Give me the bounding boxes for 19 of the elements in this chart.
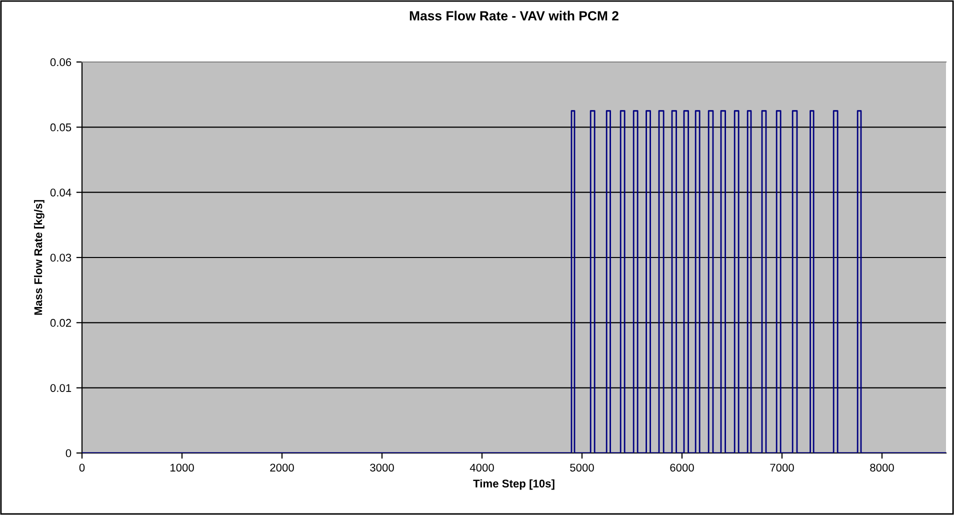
x-tick-label: 3000 <box>370 464 394 472</box>
x-tick-label: 4000 <box>470 464 494 472</box>
y-tick-label: 0.01 <box>50 384 72 392</box>
y-tick-label: 0.03 <box>50 254 72 262</box>
y-tick-label: 0.02 <box>50 318 72 327</box>
y-tick-label: 0.05 <box>50 123 72 132</box>
y-tick-label: 0.06 <box>50 58 72 66</box>
x-tick-label: 2000 <box>270 464 294 472</box>
x-tick-label: 5000 <box>570 464 594 472</box>
y-tick-label: 0 <box>66 449 72 458</box>
x-tick-label: 0 <box>79 464 85 472</box>
x-tick-label: 1000 <box>170 464 194 472</box>
x-axis-title: Time Step [10s] <box>473 479 554 490</box>
y-axis-title: Mass Flow Rate [kg/s] <box>34 200 44 315</box>
x-tick-label: 6000 <box>670 464 694 472</box>
x-tick-label: 7000 <box>770 464 794 472</box>
y-tick-label: 0.04 <box>50 188 72 196</box>
chart-title: Mass Flow Rate - VAV with PCM 2 <box>410 10 618 20</box>
x-tick-label: 8000 <box>870 464 894 472</box>
